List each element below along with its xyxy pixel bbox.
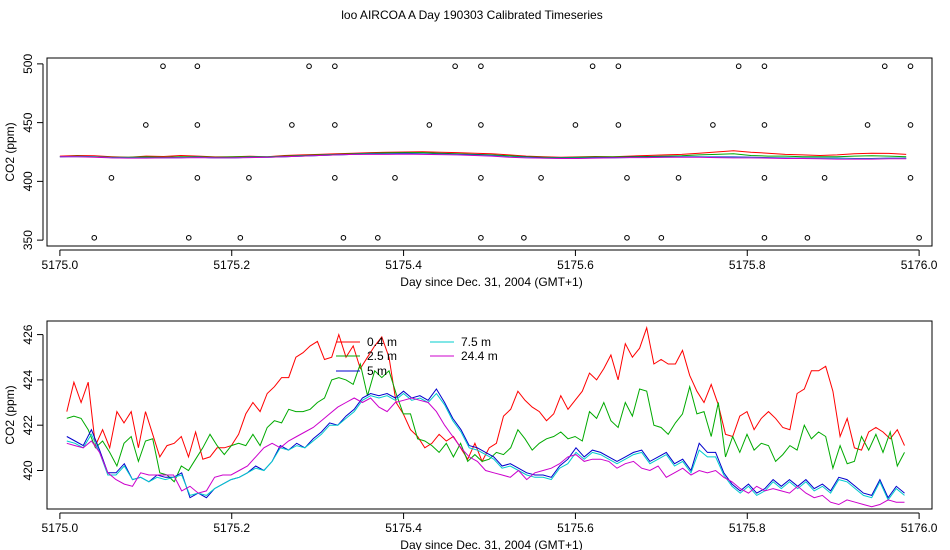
bottom-x-tick-label: 5175.8 [729, 521, 766, 535]
bottom-y-tick-label: 422 [21, 415, 35, 435]
outlier-point [143, 122, 149, 128]
top-outlier-points [91, 63, 922, 241]
outlier-point [864, 122, 871, 128]
top-x-tick-label: 5175.4 [385, 258, 422, 272]
outlier-point [237, 234, 244, 241]
outlier-point [710, 122, 716, 128]
bottom-series-lines [66, 325, 905, 508]
outlier-point [761, 234, 768, 241]
outlier-point [108, 175, 115, 181]
outlier-point [916, 234, 922, 241]
outlier-point [881, 63, 888, 70]
series-line-2-5-m [66, 362, 905, 483]
outlier-point [658, 234, 665, 241]
bottom-x-tick-label: 5175.0 [42, 521, 79, 535]
outlier-point [289, 122, 295, 128]
outlier-point [735, 63, 742, 70]
outlier-point [572, 122, 579, 128]
outlier-point [521, 234, 527, 241]
outlier-point [194, 122, 201, 128]
bottom-y-tick-label: 424 [21, 370, 35, 390]
legend-label: 5 m [367, 364, 387, 378]
outlier-point [478, 122, 484, 128]
top-y-tick-label: 500 [21, 54, 35, 74]
outlier-point [332, 63, 338, 70]
outlier-point [194, 63, 201, 70]
legend-label: 7.5 m [461, 335, 491, 349]
outlier-point [624, 175, 630, 181]
top-series-lines [59, 150, 907, 160]
top-y-axis: 350 400 450 500 [21, 54, 44, 250]
bottom-x-tick-label: 5175.6 [557, 521, 594, 535]
outlier-point [615, 63, 622, 70]
outlier-point [340, 234, 347, 241]
outlier-point [761, 175, 768, 181]
top-y-tick-label: 400 [21, 171, 35, 191]
series-line-24-4-m [66, 397, 905, 508]
outlier-point [907, 63, 914, 70]
top-series-line [59, 150, 907, 158]
legend-label: 24.4 m [461, 349, 498, 363]
top-y-tick-label: 450 [21, 112, 35, 132]
top-y-tick-label: 350 [21, 230, 35, 250]
bottom-y-axis-label: CO2 (ppm) [3, 385, 17, 444]
top-series-line [59, 153, 907, 160]
figure-title: loo AIRCOA A Day 190303 Calibrated Times… [341, 8, 602, 22]
outlier-point [761, 122, 768, 128]
outlier-point [804, 234, 811, 241]
outlier-point [246, 175, 252, 181]
legend: 0.4 m2.5 m5 m 7.5 m24.4 m [336, 335, 498, 378]
series-line-5-m [66, 388, 905, 499]
outlier-point [907, 175, 914, 181]
outlier-point [375, 234, 381, 241]
outlier-point [761, 63, 768, 70]
outlier-point [478, 175, 484, 181]
outlier-point [907, 122, 914, 128]
top-x-tick-label: 5175.8 [729, 258, 766, 272]
top-x-axis: 5175.0 5175.2 5175.4 5175.6 5175.8 5176.0 [42, 249, 938, 272]
bottom-x-tick-label: 5176.0 [901, 521, 938, 535]
legend-label: 2.5 m [367, 349, 397, 363]
outlier-point [91, 234, 98, 241]
top-x-axis-label: Day since Dec. 31, 2004 (GMT+1) [400, 275, 582, 289]
outlier-point [538, 175, 544, 181]
bottom-x-tick-label: 5175.2 [213, 521, 250, 535]
bottom-panel: 5175.0 5175.2 5175.4 5175.6 5175.8 5176.0 420… [3, 320, 938, 550]
outlier-point [306, 63, 312, 70]
outlier-point [332, 175, 338, 181]
bottom-y-tick-label: 420 [21, 460, 35, 480]
bottom-y-axis: 420 422 424 426 [21, 324, 44, 481]
outlier-point [589, 63, 596, 70]
outlier-point [478, 234, 484, 241]
top-x-tick-label: 5175.6 [557, 258, 594, 272]
top-panel: 5175.0 5175.2 5175.4 5175.6 5175.8 5176.0 350… [3, 54, 938, 289]
top-plot-frame [46, 57, 933, 247]
top-x-tick-label: 5175.0 [42, 258, 79, 272]
outlier-point [332, 122, 338, 128]
bottom-x-axis: 5175.0 5175.2 5175.4 5175.6 5175.8 5176.0 [42, 512, 938, 535]
top-y-axis-label: CO2 (ppm) [3, 122, 17, 181]
outlier-point [615, 122, 622, 128]
bottom-x-axis-label: Day since Dec. 31, 2004 (GMT+1) [400, 538, 582, 550]
bottom-x-tick-label: 5175.4 [385, 521, 422, 535]
outlier-point [426, 122, 433, 128]
outlier-point [160, 63, 166, 70]
bottom-plot-frame [46, 320, 933, 510]
outlier-point [478, 63, 484, 70]
outlier-point [185, 234, 192, 241]
bottom-y-tick-label: 426 [21, 324, 35, 344]
outlier-point [392, 175, 398, 181]
legend-label: 0.4 m [367, 335, 397, 349]
outlier-point [452, 63, 458, 70]
top-x-tick-label: 5175.2 [213, 258, 250, 272]
outlier-point [675, 175, 682, 181]
outlier-point [624, 234, 630, 241]
outlier-point [821, 175, 828, 181]
top-x-tick-label: 5176.0 [901, 258, 938, 272]
top-series-line [59, 152, 907, 159]
outlier-point [194, 175, 201, 181]
